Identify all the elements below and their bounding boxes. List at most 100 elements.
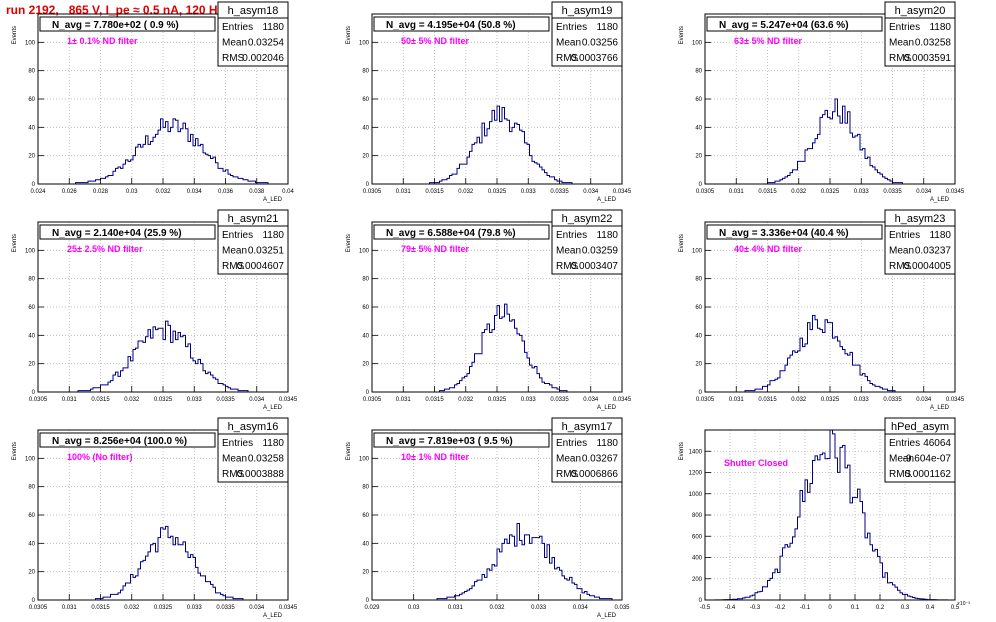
y-tick-label: 0	[699, 390, 703, 396]
x-tick-label: 0.0345	[613, 189, 632, 195]
y-tick-label: 100	[25, 248, 36, 254]
y-tick-label: 80	[362, 485, 369, 491]
x-tick-label: 0.036	[218, 189, 234, 195]
x-tick-label: 0.031	[729, 397, 745, 403]
y-tick-label: 100	[692, 248, 703, 254]
stats-label: Mean	[556, 246, 581, 257]
x-tick-label: 0.033	[187, 397, 203, 403]
stats-value: 0.0003888	[237, 469, 285, 480]
x-tick-label: 0.034	[583, 397, 599, 403]
x-tick-label: 0.032	[489, 605, 505, 611]
stats-value: 0.0004005	[904, 261, 952, 272]
stats-value: 0.03254	[248, 38, 285, 49]
stats-label: Mean	[889, 454, 914, 465]
histogram-panel: 0.0305 0.031 0.0315 0.032 0.0325 0.033 0.0335 0…	[346, 209, 632, 411]
x-tick-label: 0.0345	[613, 397, 632, 403]
x-tick-label: 0.032	[791, 189, 807, 195]
x-tick-label: 0.032	[791, 397, 807, 403]
x-tick-label: 0.033	[531, 605, 547, 611]
y-tick-label: 20	[362, 154, 369, 160]
navg-label: N_avg = 5.247e+04 (63.6 %)	[719, 20, 849, 31]
x-axis-title: A_LED	[930, 197, 950, 203]
x-tick-label: 0.0345	[279, 397, 298, 403]
y-tick-label: 1200	[689, 471, 703, 477]
stats-label: RMS	[556, 53, 579, 64]
x-tick-label: 0.0335	[550, 189, 569, 195]
x-tick-label: 0.03	[126, 189, 138, 195]
y-tick-label: 100	[359, 456, 370, 462]
histogram-name: h_asym23	[895, 213, 946, 225]
stats-label: Entries	[556, 230, 587, 241]
x-tick-label: 0.0325	[488, 397, 507, 403]
y-tick-label: 80	[695, 277, 702, 283]
x-tick-label: 0.0325	[821, 189, 840, 195]
histogram-panel: 0.0305 0.031 0.0315 0.032 0.0325 0.033 0.0335 0…	[679, 1, 965, 203]
y-tick-label: 60	[28, 97, 35, 103]
navg-box	[39, 224, 216, 240]
x-tick-label: 0.034	[916, 189, 932, 195]
y-tick-label: 80	[28, 485, 35, 491]
histogram-line	[372, 523, 622, 601]
y-tick-label: 40	[362, 541, 369, 547]
y-tick-label: 100	[359, 248, 370, 254]
y-tick-label: 0	[699, 182, 703, 188]
y-axis-title: Events	[12, 26, 18, 44]
histogram-line	[38, 320, 288, 393]
x-tick-label: 0.0325	[154, 397, 173, 403]
x-tick-label: 0.034	[249, 605, 265, 611]
x-tick-label: 0.0305	[29, 397, 48, 403]
x-tick-label: 0.032	[155, 189, 171, 195]
stats-value: 0.0003766	[571, 53, 619, 64]
x-tick-label: -0.1	[800, 605, 811, 611]
x-tick-label: 0.026	[62, 189, 78, 195]
x-tick-label: 0.5	[951, 605, 960, 611]
x-tick-label: 0.2	[876, 605, 885, 611]
y-tick-label: 600	[692, 534, 703, 540]
x-tick-label: -0.3	[750, 605, 761, 611]
y-tick-label: 20	[695, 154, 702, 160]
stats-value: 0.0003407	[571, 261, 619, 272]
stats-value: 1180	[596, 22, 618, 33]
stats-value: 0.03256	[582, 38, 619, 49]
x-tick-label: 0.0315	[425, 189, 444, 195]
x-tick-label: 0.0345	[279, 605, 298, 611]
x-tick-label: 0.032	[124, 605, 140, 611]
y-tick-label: 0	[32, 182, 36, 188]
histogram-name: h_asym17	[562, 421, 613, 433]
x-tick-label: 0.0315	[425, 397, 444, 403]
x-tick-label: 0.031	[448, 605, 464, 611]
stats-label: Mean	[222, 246, 247, 257]
stats-box	[217, 209, 289, 275]
y-tick-label: 20	[28, 362, 35, 368]
y-tick-label: 0	[32, 390, 36, 396]
stats-label: Entries	[556, 438, 587, 449]
filter-label: 100% (No filter)	[67, 452, 133, 462]
y-tick-label: 100	[25, 456, 36, 462]
y-axis-title: Events	[679, 26, 685, 44]
histogram-panel: 0.024 0.026 0.028 0.03 0.032 0.034 0.036 0.038 0…	[12, 1, 294, 203]
x-axis-title: A_LED	[263, 197, 283, 203]
x-axis-title: A_LED	[930, 405, 950, 411]
stats-value: 0.03237	[915, 246, 952, 257]
y-tick-label: 20	[695, 362, 702, 368]
y-axis-title: Events	[346, 26, 352, 44]
stats-label: Entries	[889, 438, 920, 449]
y-tick-label: 60	[28, 305, 35, 311]
stats-value: 0.03267	[582, 454, 619, 465]
y-tick-label: 200	[692, 577, 703, 583]
stats-label: Mean	[556, 38, 581, 49]
y-tick-label: 20	[362, 570, 369, 576]
histogram-line	[705, 315, 955, 393]
x-tick-label: 0.0345	[946, 397, 965, 403]
x-axis-title: A_LED	[597, 197, 617, 203]
navg-label: N_avg = 7.819e+03 ( 9.5 %)	[386, 436, 513, 447]
x-axis-title: A_LED	[263, 613, 283, 619]
x-tick-label: 0.0315	[758, 397, 777, 403]
x-axis-title: A_LED	[597, 405, 617, 411]
x-tick-label: 0.0305	[363, 189, 382, 195]
x-tick-label: -0.4	[725, 605, 736, 611]
y-axis-title: Events	[12, 442, 18, 460]
y-tick-label: 40	[28, 333, 35, 339]
x-tick-label: -0.2	[775, 605, 786, 611]
stats-label: Entries	[889, 22, 920, 33]
